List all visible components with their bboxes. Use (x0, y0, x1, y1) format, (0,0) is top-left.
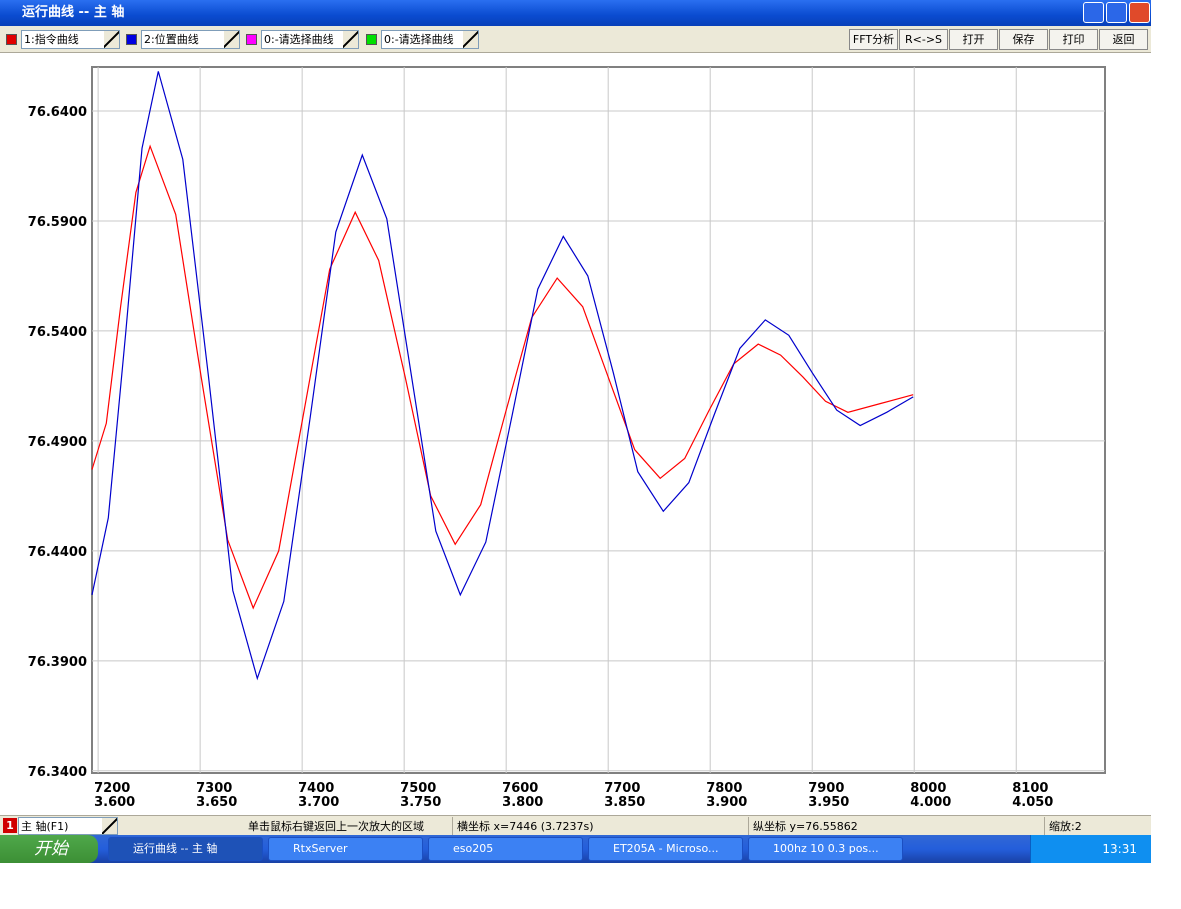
status-bar: 1 主 轴(F1) 单击鼠标右键返回上一次放大的区域 横坐标 x=7446 (3… (0, 815, 1151, 835)
toolbar-button[interactable]: 返回 (1099, 29, 1148, 50)
x2-tick-label: 3.950 (808, 795, 849, 810)
x2-tick-label: 3.600 (94, 795, 135, 810)
x2-tick-label: 4.050 (1012, 795, 1053, 810)
x-tick-label: 8000 (910, 781, 946, 796)
curve-dropdown[interactable]: 2:位置曲线 (141, 30, 240, 49)
y-tick-label: 76.3900 (28, 655, 87, 670)
y-tick-label: 76.3400 (28, 765, 87, 780)
x-tick-label: 7600 (502, 781, 538, 796)
x-tick-label: 7500 (400, 781, 436, 796)
curve-dropdown[interactable]: 0:-请选择曲线 (261, 30, 359, 49)
x2-tick-label: 3.850 (604, 795, 645, 810)
data-line (91, 144, 914, 610)
x2-tick-label: 3.750 (400, 795, 441, 810)
x-tick-label: 7700 (604, 781, 640, 796)
toolbar-button[interactable]: 保存 (999, 29, 1048, 50)
window-title: 运行曲线 -- 主 轴 (22, 5, 125, 20)
restore-button[interactable] (1106, 2, 1127, 23)
toolbar-button[interactable]: FFT分析 (849, 29, 898, 50)
y-tick-label: 76.5900 (28, 215, 87, 230)
close-button[interactable] (1129, 2, 1150, 23)
toolbar-button[interactable]: 打开 (949, 29, 998, 50)
curve-dropdown[interactable]: 0:-请选择曲线 (381, 30, 479, 49)
clock: 13:31 (1102, 842, 1137, 856)
x-tick-label: 8100 (1012, 781, 1048, 796)
x2-tick-label: 3.900 (706, 795, 747, 810)
x-readout: 横坐标 x=7446 (3.7237s) (452, 817, 748, 835)
taskbar-item[interactable]: 100hz 10 0.3 pos... (748, 837, 903, 861)
x2-tick-label: 3.650 (196, 795, 237, 810)
toolbar: 1:指令曲线 2:位置曲线 0:-请选择曲线 0:-请选择曲线 FFT分析 R<->S 打开… (0, 26, 1151, 53)
taskbar-item[interactable]: 运行曲线 -- 主 轴 (108, 837, 263, 861)
taskbar-item[interactable]: ET205A - Microso... (588, 837, 743, 861)
start-button[interactable]: 开始 (0, 835, 98, 863)
toolbar-button[interactable]: 打印 (1049, 29, 1098, 50)
x-tick-label: 7400 (298, 781, 334, 796)
toolbar-button[interactable]: R<->S (899, 29, 948, 50)
y-tick-label: 76.4400 (28, 545, 87, 560)
y-readout: 纵坐标 y=76.55862 (748, 817, 1044, 835)
x2-tick-label: 4.000 (910, 795, 951, 810)
color-swatch (246, 34, 257, 45)
plot-area (91, 66, 1106, 774)
zoom: 缩放:2 (1044, 817, 1120, 835)
taskbar: 开始 13:31 运行曲线 -- 主 轴 RtxServer eso205 ET205… (0, 835, 1151, 863)
system-tray: 13:31 (1030, 835, 1151, 863)
color-swatch (6, 34, 17, 45)
color-swatch (366, 34, 377, 45)
y-tick-label: 76.6400 (28, 105, 87, 120)
axis-index: 1 (3, 818, 17, 833)
axis-dropdown[interactable]: 主 轴(F1) (18, 817, 118, 835)
y-tick-label: 76.4900 (28, 435, 87, 450)
curve-dropdown[interactable]: 1:指令曲线 (21, 30, 120, 49)
data-line (91, 71, 914, 681)
minimize-button[interactable] (1083, 2, 1104, 23)
x-tick-label: 7300 (196, 781, 232, 796)
taskbar-item[interactable]: eso205 (428, 837, 583, 861)
y-tick-label: 76.5400 (28, 325, 87, 340)
x-tick-label: 7900 (808, 781, 844, 796)
chart: 76.3400 76.3900 76.4400 76.4900 76.5400 76.59… (28, 66, 1106, 810)
x-tick-label: 7800 (706, 781, 742, 796)
x2-tick-label: 3.700 (298, 795, 339, 810)
x2-tick-label: 3.800 (502, 795, 543, 810)
color-swatch (126, 34, 137, 45)
taskbar-item[interactable]: RtxServer (268, 837, 423, 861)
x-tick-label: 7200 (94, 781, 130, 796)
hint: 单击鼠标右键返回上一次放大的区域 (248, 820, 424, 833)
title-bar: 运行曲线 -- 主 轴 (0, 0, 1151, 26)
